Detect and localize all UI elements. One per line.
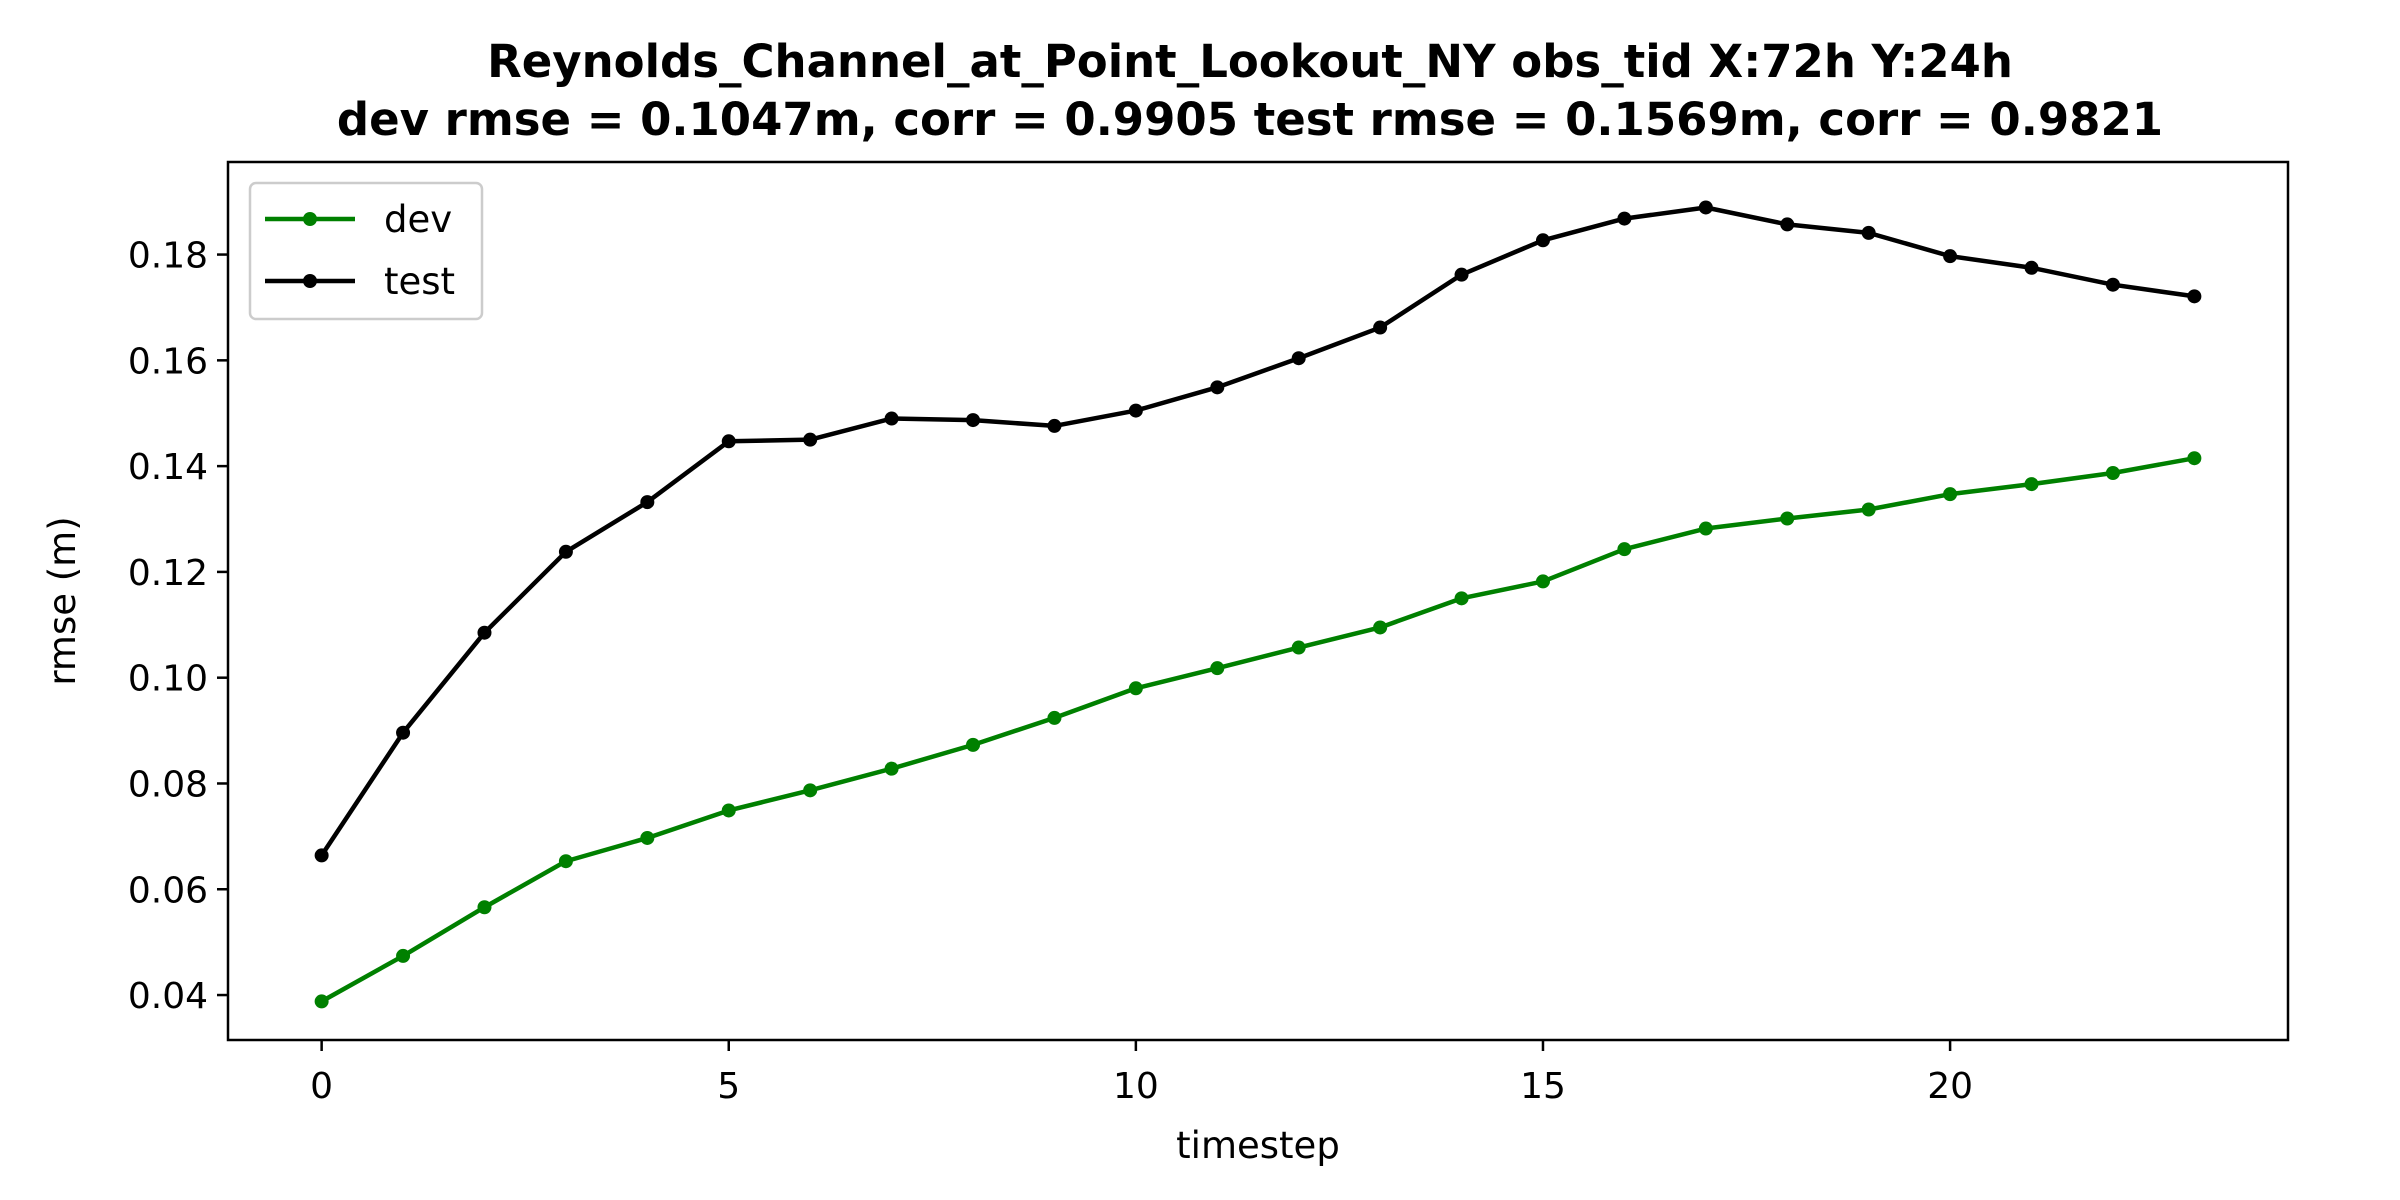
legend-label-dev: dev: [384, 198, 452, 241]
data-point-dev: [1128, 681, 1143, 696]
data-point-test: [1861, 225, 1876, 240]
data-point-test: [1210, 380, 1225, 395]
data-point-test: [1128, 403, 1143, 418]
legend: dev test: [248, 181, 484, 321]
chart-title: Reynolds_Channel_at_Point_Lookout_NY obs…: [487, 35, 2013, 88]
plot-area-frame: [226, 160, 2290, 1042]
data-point-test: [1698, 200, 1713, 215]
series-line-test: [318, 205, 2197, 859]
data-point-dev: [314, 994, 329, 1009]
y-tick-label: 0.06: [128, 870, 208, 911]
data-point-dev: [477, 900, 492, 915]
data-point-dev: [1617, 542, 1632, 557]
data-point-test: [721, 434, 736, 449]
data-point-dev: [1291, 640, 1306, 655]
x-tick-label: 20: [1927, 1066, 1973, 1107]
data-point-test: [1943, 249, 1958, 264]
data-point-dev: [2105, 466, 2120, 481]
y-tick-label: 0.14: [128, 447, 208, 488]
data-point-dev: [803, 783, 818, 798]
data-point-test: [1454, 267, 1469, 282]
data-point-dev: [2187, 451, 2202, 466]
x-tick-label: 0: [310, 1066, 333, 1107]
data-point-dev: [640, 830, 655, 845]
data-point-dev: [396, 948, 411, 963]
y-tick-label: 0.12: [128, 553, 208, 594]
y-tick-label: 0.10: [128, 659, 208, 700]
data-point-dev: [1861, 502, 1876, 517]
data-point-test: [1617, 211, 1632, 226]
data-point-test: [803, 432, 818, 447]
data-point-test: [1047, 418, 1062, 433]
data-point-dev: [721, 803, 736, 818]
y-tick-label: 0.16: [128, 341, 208, 382]
data-point-test: [1780, 217, 1795, 232]
data-point-dev: [884, 761, 899, 776]
data-point-dev: [1210, 661, 1225, 676]
data-point-test: [884, 411, 899, 426]
data-point-test: [314, 848, 329, 863]
x-tick-label: 10: [1113, 1066, 1159, 1107]
data-point-dev: [1780, 511, 1795, 526]
series-line-dev: [318, 455, 2197, 1005]
data-point-test: [640, 495, 655, 510]
data-point-test: [1291, 351, 1306, 366]
y-axis-ticks: 0.04 0.06 0.08 0.10 0.12 0.14 0.16 0.18: [128, 236, 228, 1017]
data-point-test: [2024, 260, 2039, 275]
data-point-dev: [1943, 487, 1958, 502]
data-point-test: [558, 544, 573, 559]
data-point-dev: [558, 854, 573, 869]
y-axis-label: rmse (m): [41, 516, 84, 685]
x-axis-ticks: 0 5 10 15 20: [310, 1040, 1973, 1107]
data-point-dev: [1373, 620, 1388, 635]
data-point-test: [2187, 289, 2202, 304]
data-point-test: [966, 413, 981, 428]
data-point-dev: [1047, 710, 1062, 725]
data-point-dev: [1454, 591, 1469, 606]
legend-label-test: test: [384, 260, 455, 303]
data-point-test: [1373, 320, 1388, 335]
data-point-test: [1535, 233, 1550, 248]
data-point-dev: [1698, 521, 1713, 536]
y-tick-label: 0.08: [128, 764, 208, 805]
series-dev: [314, 451, 2202, 1009]
x-tick-label: 5: [717, 1066, 740, 1107]
data-point-dev: [1535, 574, 1550, 589]
data-point-test: [2105, 277, 2120, 292]
legend-marker-dev: [303, 212, 317, 226]
y-tick-label: 0.18: [128, 236, 208, 277]
data-point-test: [396, 725, 411, 740]
x-tick-label: 15: [1520, 1066, 1566, 1107]
series-test: [314, 200, 2202, 863]
chart-subtitle: dev rmse = 0.1047m, corr = 0.9905 test r…: [337, 93, 2163, 146]
data-point-dev: [966, 737, 981, 752]
data-point-dev: [2024, 477, 2039, 492]
x-axis-label: timestep: [1176, 1124, 1340, 1167]
y-tick-label: 0.04: [128, 976, 208, 1017]
legend-marker-test: [303, 274, 317, 288]
data-point-test: [477, 625, 492, 640]
series-layer: [314, 200, 2202, 1009]
